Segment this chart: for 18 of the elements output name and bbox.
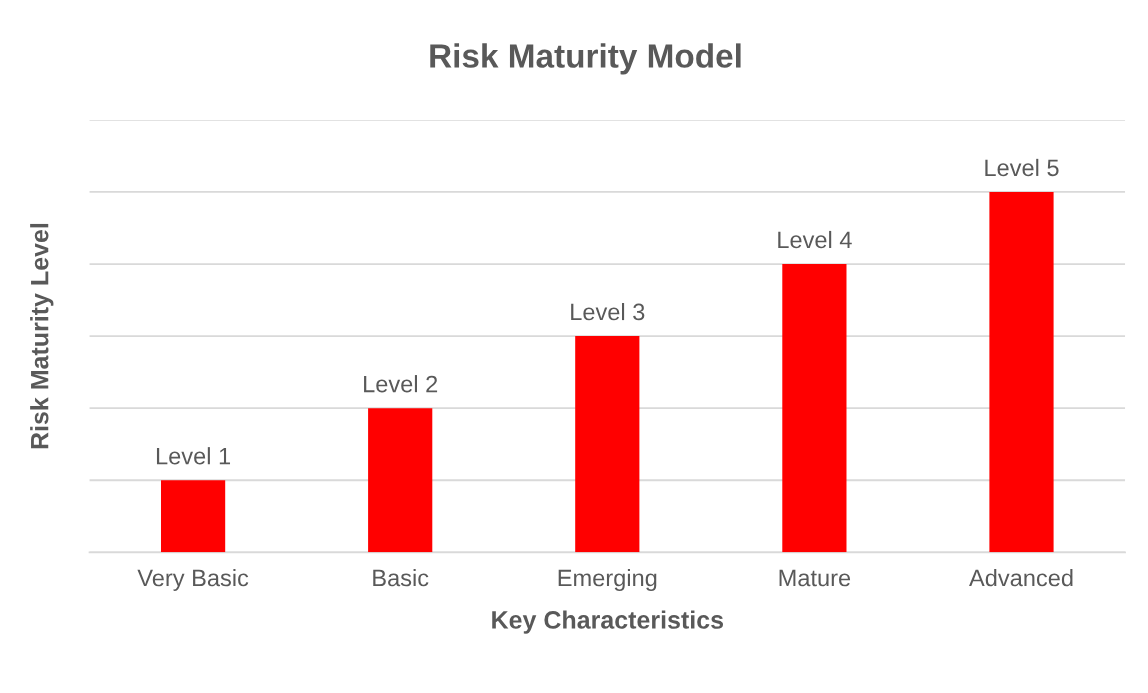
x-tick-label: Basic — [373, 568, 429, 587]
bar — [782, 264, 847, 553]
x-tick-label: Advanced — [969, 568, 1073, 587]
x-tick-label: Emerging — [558, 568, 657, 591]
chart-title: Risk Maturity Model — [430, 43, 741, 75]
bar — [160, 480, 226, 553]
bar — [575, 336, 640, 553]
data-label: Level 5 — [985, 158, 1059, 177]
data-label: Level 2 — [364, 375, 438, 393]
x-tick-label: Very Basic — [137, 568, 249, 591]
x-axis-title: Key Characteristics — [492, 610, 723, 634]
data-label: Level 3 — [571, 302, 645, 321]
data-label: Level 4 — [778, 230, 852, 249]
bar — [989, 191, 1054, 553]
y-axis-title: Risk Maturity Level — [30, 223, 54, 449]
x-tick-label: Mature — [779, 569, 851, 587]
data-label: Level 1 — [156, 447, 231, 465]
bar — [368, 408, 433, 553]
